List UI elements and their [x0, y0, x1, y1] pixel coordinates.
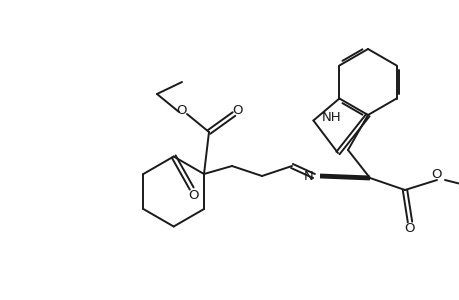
Text: O: O: [188, 189, 198, 202]
Text: N: N: [303, 169, 313, 182]
Text: O: O: [232, 103, 243, 116]
Text: O: O: [431, 169, 441, 182]
Text: O: O: [176, 103, 187, 116]
Text: O: O: [404, 223, 414, 236]
Text: NH: NH: [321, 111, 340, 124]
